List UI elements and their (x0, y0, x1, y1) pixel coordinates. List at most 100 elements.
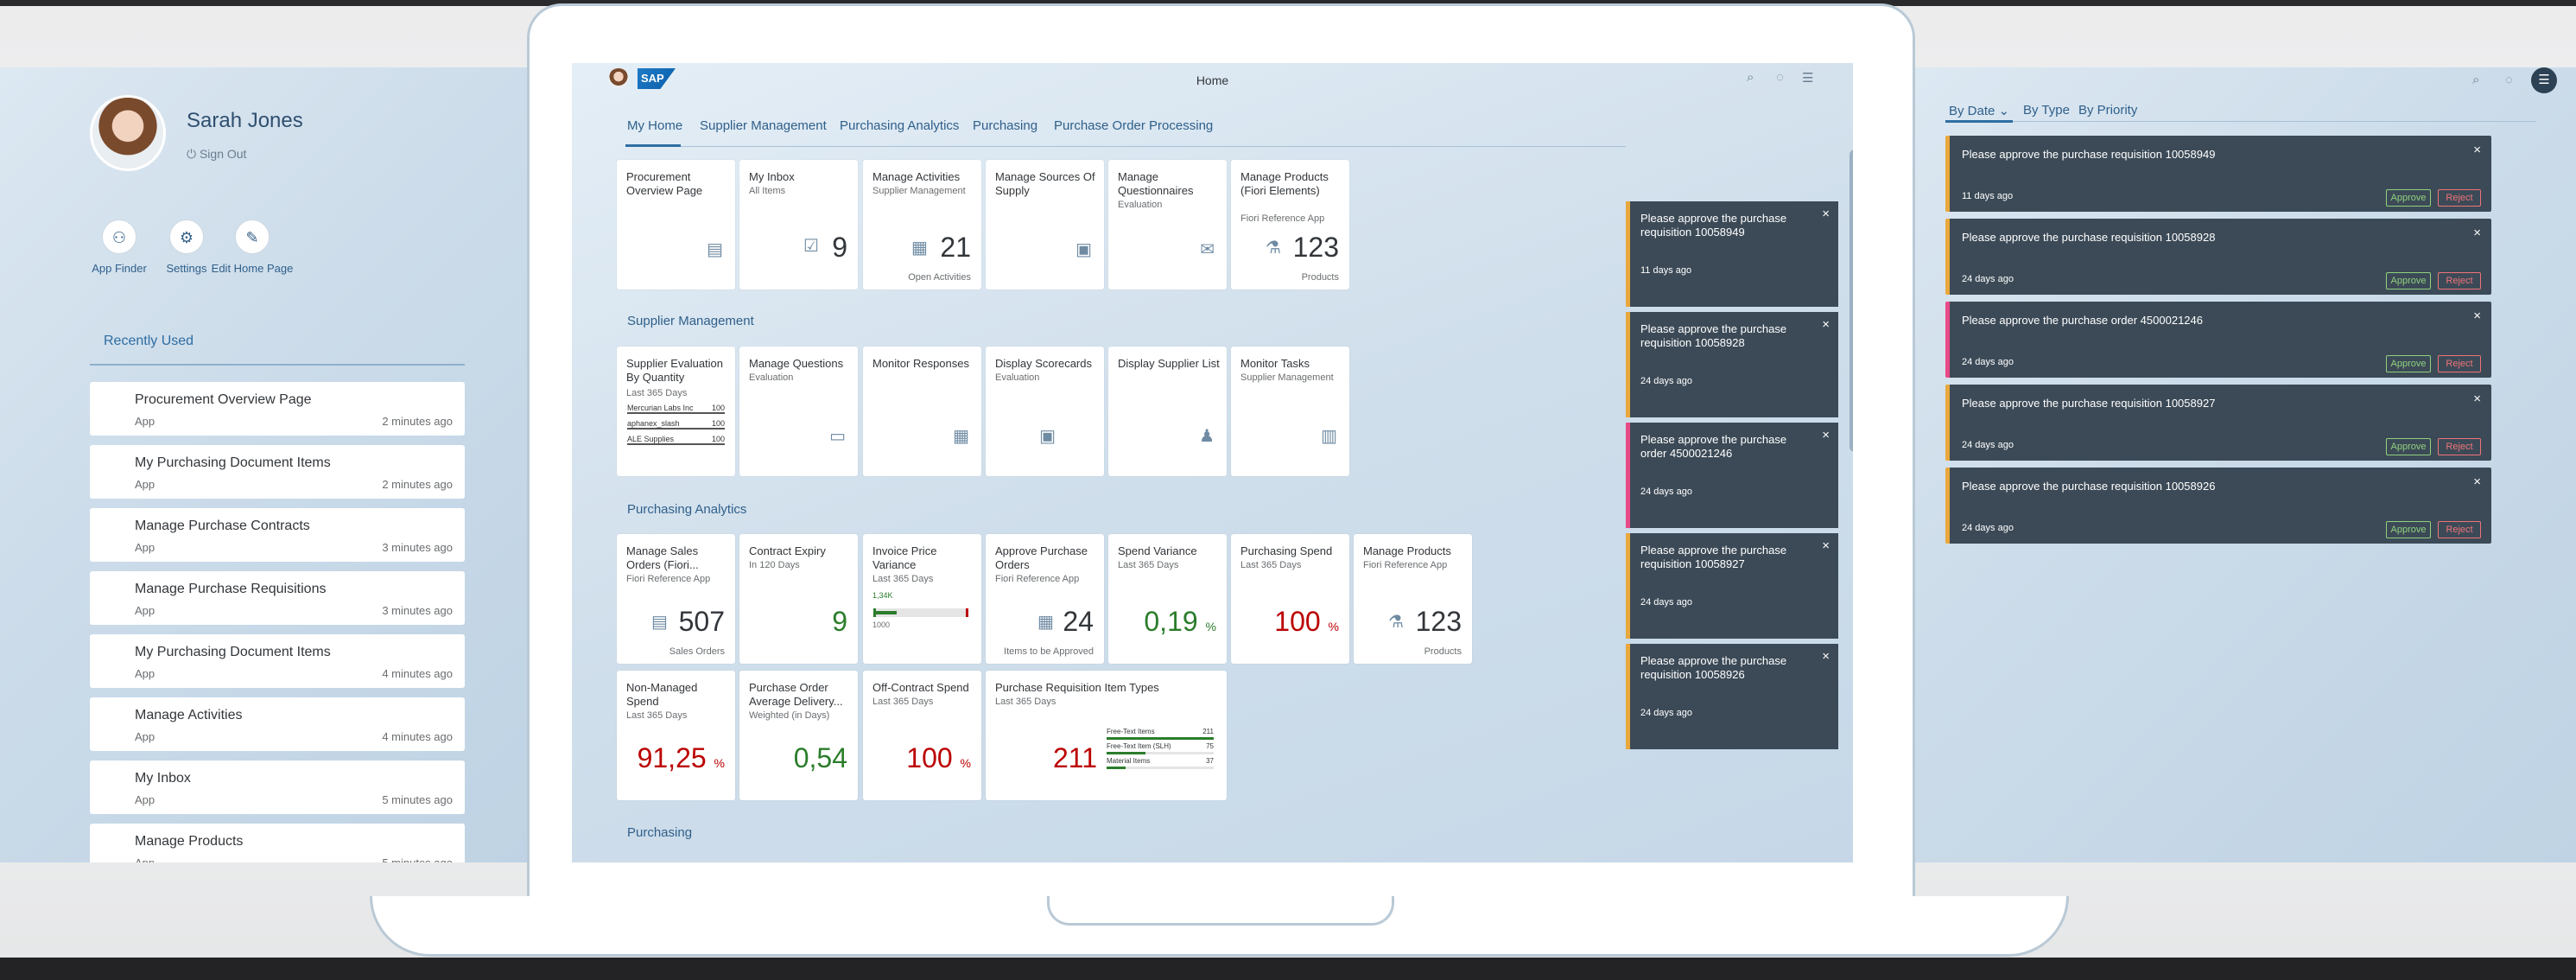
top-strip (0, 0, 2576, 6)
notification-card[interactable]: Please approve the purchase requisition … (1626, 533, 1838, 639)
recent-item[interactable]: Manage Products App 5 minutes ago (90, 824, 465, 862)
notification-card[interactable]: Please approve the purchase requisition … (1945, 219, 2491, 295)
approve-button[interactable]: Approve (2386, 438, 2431, 455)
settings-button[interactable]: ⚙ Settings (139, 220, 234, 277)
recent-item[interactable]: My Purchasing Document Items App 4 minutes… (90, 634, 465, 688)
notification-card[interactable]: Please approve the purchase requisition … (1626, 312, 1838, 417)
tile-monitor-tasks[interactable]: Monitor Tasks Supplier Management ▥ (1231, 347, 1349, 476)
tile-manage-questionnaires[interactable]: Manage Questionnaires Evaluation ✉ (1108, 160, 1227, 290)
close-icon[interactable]: × (1822, 538, 1830, 553)
tab-purchasing-analytics[interactable]: Purchasing Analytics (840, 118, 960, 133)
close-icon[interactable]: × (2473, 143, 2481, 157)
approve-button[interactable]: Approve (2386, 355, 2431, 372)
close-icon[interactable]: × (1822, 428, 1830, 442)
tile-manage-sources-of-supply[interactable]: Manage Sources Of Supply ▣ (986, 160, 1104, 290)
notification-card[interactable]: Please approve the purchase order 450002… (1626, 423, 1838, 528)
eval-row: aphanex_slash 100 (627, 419, 725, 430)
approve-button[interactable]: Approve (2386, 189, 2431, 207)
recent-item[interactable]: Procurement Overview Page App 2 minutes ag… (90, 382, 465, 436)
notification-card[interactable]: Please approve the purchase requisition … (1626, 201, 1838, 307)
close-icon[interactable]: × (1822, 317, 1830, 332)
tab-by-date[interactable]: By Date ⌄ (1949, 103, 2009, 118)
tile-manage-products[interactable]: Manage Products Fiori Reference App ⚗ 12… (1354, 534, 1472, 664)
tile-supplier-evaluation[interactable]: Supplier Evaluation By Quantity Last 365… (617, 347, 735, 476)
recent-item[interactable]: Manage Purchase Contracts App 3 minutes ag… (90, 508, 465, 562)
close-icon[interactable]: × (1822, 649, 1830, 664)
tile-subtitle: Last 365 Days (1240, 560, 1302, 570)
tile-display-supplier-list[interactable]: Display Supplier List ♟ (1108, 347, 1227, 476)
tab-purchase-order-processing[interactable]: Purchase Order Processing (1054, 118, 1214, 133)
tile-title: Spend Variance (1118, 544, 1197, 557)
approve-button[interactable]: Approve (2386, 521, 2431, 538)
reject-button[interactable]: Reject (2438, 189, 2481, 207)
notification-age: 24 days ago (1962, 440, 2014, 450)
reject-button[interactable]: Reject (2438, 438, 2481, 455)
tile-manage-sales-orders[interactable]: Manage Sales Orders (Fiori... Fiori Refe… (617, 534, 735, 664)
close-icon[interactable]: × (2473, 474, 2481, 489)
reject-button[interactable]: Reject (2438, 355, 2481, 372)
close-icon[interactable]: × (2473, 309, 2481, 323)
notification-card[interactable]: Please approve the purchase requisition … (1945, 385, 2491, 461)
tile-subtitle: Fiori Reference App (626, 574, 711, 584)
close-icon[interactable]: × (2473, 226, 2481, 240)
product-icon: ⚗ (1266, 239, 1281, 258)
tile-title: Manage Activities (872, 170, 961, 183)
tab-underline (625, 146, 1626, 147)
tile-pr-item-types[interactable]: Purchase Requisition Item Types Last 365… (986, 671, 1227, 800)
tile-manage-questions[interactable]: Manage Questions Evaluation ▭ (739, 347, 858, 476)
search-icon[interactable]: ⌕ (2472, 73, 2480, 87)
me-area-avatar[interactable] (608, 68, 629, 89)
tab-purchasing[interactable]: Purchasing (973, 118, 1038, 133)
recent-item[interactable]: Manage Purchase Requisitions App 3 minutes… (90, 571, 465, 625)
sources-icon: ▣ (1075, 240, 1092, 259)
tile-approve-purchase-orders[interactable]: Approve Purchase Orders Fiori Reference … (986, 534, 1104, 664)
tile-off-contract-spend[interactable]: Off-Contract Spend Last 365 Days 100 % (863, 671, 981, 800)
recent-item[interactable]: Manage Activities App 4 minutes ago (90, 697, 465, 751)
tile-kpi: 507 (678, 606, 725, 637)
sign-out-link[interactable]: ⏻ Sign Out (187, 147, 246, 162)
tile-po-average-delivery[interactable]: Purchase Order Average Delivery... Weigh… (739, 671, 858, 800)
tile-contract-expiry[interactable]: Contract Expiry In 120 Days 9 (739, 534, 858, 664)
tile-monitor-responses[interactable]: Monitor Responses ▦ (863, 347, 981, 476)
tile-manage-activities[interactable]: Manage Activities Supplier Management ▦ … (863, 160, 981, 290)
sales-order-icon: ▤ (651, 613, 668, 632)
notification-card[interactable]: Please approve the purchase order 450002… (1945, 302, 2491, 378)
notification-card[interactable]: Please approve the purchase requisition … (1626, 644, 1838, 749)
app-finder-button[interactable]: ⚇ App Finder (72, 220, 167, 277)
tile-my-inbox[interactable]: My Inbox All Items ☑ 9 (739, 160, 858, 290)
avatar[interactable] (90, 95, 166, 171)
notification-card[interactable]: Please approve the purchase requisition … (1945, 468, 2491, 544)
edit-home-page-button[interactable]: ✎ Edit Home Page (205, 220, 300, 277)
tab-by-type[interactable]: By Type (2023, 103, 2070, 118)
close-icon[interactable]: × (1822, 207, 1830, 221)
tile-procurement-overview[interactable]: Procurement Overview Page ▤ (617, 160, 735, 290)
tile-kpi: 100 % (906, 742, 971, 774)
help-icon[interactable]: ◌ (1776, 70, 1784, 85)
reject-button[interactable]: Reject (2438, 272, 2481, 290)
reject-button[interactable]: Reject (2438, 521, 2481, 538)
notifications-icon[interactable]: ☰ (2531, 67, 2557, 93)
scrollbar[interactable] (1850, 150, 1853, 452)
search-icon[interactable]: ⌕ (1747, 70, 1754, 85)
close-icon[interactable]: × (2473, 391, 2481, 406)
tile-invoice-price-variance[interactable]: Invoice Price Variance Last 365 Days 1,3… (863, 534, 981, 664)
approve-button[interactable]: Approve (2386, 272, 2431, 290)
notifications-icon[interactable]: ☰ (1802, 71, 1814, 86)
notification-card[interactable]: Please approve the purchase requisition … (1945, 136, 2491, 212)
tile-spend-variance[interactable]: Spend Variance Last 365 Days 0,19 % (1108, 534, 1227, 664)
recent-item[interactable]: My Inbox App 5 minutes ago (90, 760, 465, 814)
recent-item[interactable]: My Purchasing Document Items App 2 minutes… (90, 445, 465, 499)
tile-manage-products-fiori-elements[interactable]: Manage Products (Fiori Elements) Fiori R… (1231, 160, 1349, 290)
tile-subtitle: Supplier Management (1240, 372, 1334, 383)
tab-by-priority[interactable]: By Priority (2078, 103, 2138, 118)
tile-purchasing-spend[interactable]: Purchasing Spend Last 365 Days 100 % (1231, 534, 1349, 664)
notification-age: 24 days ago (1640, 376, 1692, 386)
help-icon[interactable]: ◌ (2505, 73, 2513, 87)
tile-subtitle: Last 365 Days (872, 574, 934, 584)
tab-supplier-management[interactable]: Supplier Management (700, 118, 827, 133)
tab-my-home[interactable]: My Home (627, 118, 683, 133)
recent-item-type: App (135, 730, 155, 743)
tile-display-scorecards[interactable]: Display Scorecards Evaluation ▣ (986, 347, 1104, 476)
me-area-pane: Sarah Jones ⏻ Sign Out ⚇ App Finder ⚙ Se… (0, 67, 527, 862)
tile-non-managed-spend[interactable]: Non-Managed Spend Last 365 Days 91,25 % (617, 671, 735, 800)
